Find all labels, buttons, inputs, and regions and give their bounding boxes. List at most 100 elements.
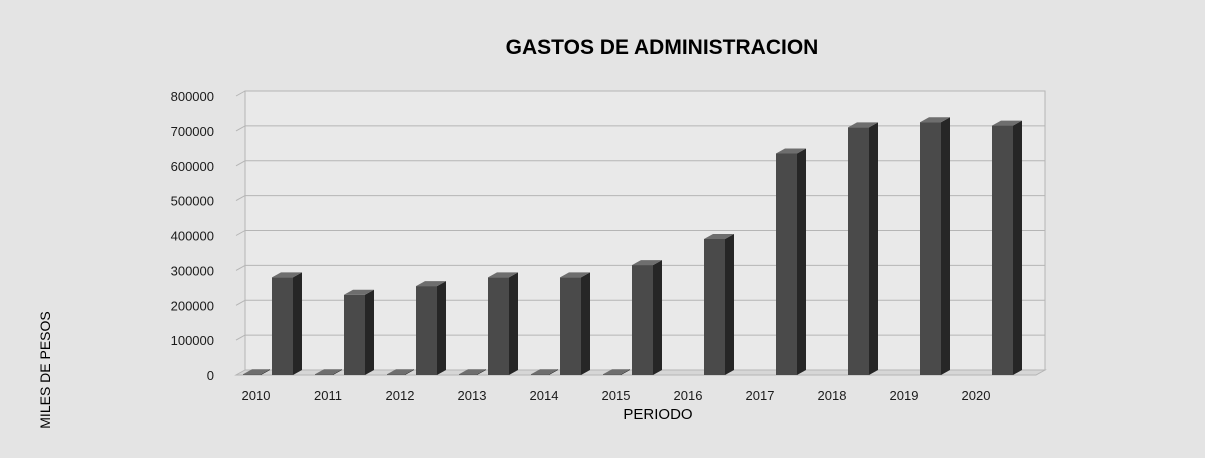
gridline-side [235,125,246,132]
y-tick-label: 500000 [171,194,214,209]
gridline-side [235,299,246,306]
bar-series1-2013 [459,369,486,375]
bar-side-face [437,281,446,375]
gridline-side [235,160,246,167]
bar-top-face [416,281,446,287]
bar-series2-2014 [560,272,590,375]
x-tick-label: 2015 [602,388,631,403]
bar-front-face [603,374,621,375]
bar-series2-2020 [992,120,1022,375]
bar-top-face [632,260,662,266]
bar-front-face [315,374,333,375]
y-tick-label: 0 [207,368,214,383]
bar-top-face [920,117,950,123]
x-tick-label: 2017 [746,388,775,403]
bar-side-face [365,289,374,375]
bar-top-face [459,369,486,375]
bar-front-face [488,277,509,375]
gridline-side [235,334,246,341]
bar-side-face [293,272,302,375]
bar-side-face [581,272,590,375]
bar-front-face [459,374,477,375]
bar-side-face [405,369,414,375]
bar-side-face [941,117,950,375]
bar-top-face [344,289,374,295]
bar-side-face [509,272,518,375]
bar-side-face [725,234,734,375]
bar-front-face [387,374,405,375]
bar-series2-2013 [488,272,518,375]
bar-top-face [603,369,630,375]
bar-side-face [549,369,558,375]
x-tick-label: 2014 [530,388,559,403]
x-tick-label: 2020 [962,388,991,403]
bar-front-face [992,125,1013,375]
x-tick-label: 2019 [890,388,919,403]
bar-front-face [416,286,437,375]
bar-top-face [531,369,558,375]
bar-series2-2012 [416,281,446,375]
bar-series2-2010 [272,272,302,375]
bar-side-face [1013,120,1022,375]
bar-front-face [632,265,653,375]
x-tick-label: 2012 [386,388,415,403]
bar-series2-2011 [344,289,374,375]
x-axis-label: PERIODO [623,406,692,423]
bar-top-face [272,272,302,278]
bar-side-face [333,369,342,375]
y-tick-label: 800000 [171,89,214,104]
bar-front-face [848,127,869,376]
x-tick-label: 2013 [458,388,487,403]
bar-top-face [387,369,414,375]
bar-series1-2010 [243,369,270,375]
y-tick-label: 400000 [171,229,214,244]
bar-front-face [243,374,261,375]
x-tick-label: 2018 [818,388,847,403]
bar-top-face [776,148,806,154]
bar-series2-2018 [848,122,878,376]
x-tick-label: 2011 [314,388,342,403]
y-tick-label: 600000 [171,159,214,174]
bar-series1-2014 [531,369,558,375]
y-axis-ticks: 0 100000 200000 300000 400000 500000 600000 700… [171,89,214,383]
bar-series2-2016 [704,234,734,375]
chart-title: GASTOS DE ADMINISTRACION [506,36,819,59]
y-tick-label: 300000 [171,263,214,278]
bar-front-face [531,374,549,375]
y-tick-label: 200000 [171,298,214,313]
y-axis-label: MILES DE PESOS [37,311,53,428]
bar-side-face [477,369,486,375]
bar-front-face [272,277,293,375]
gridline-side [235,195,246,202]
bar-front-face [560,277,581,375]
bar-series1-2015 [603,369,630,375]
bar-top-face [243,369,270,375]
bar-series2-2015 [632,260,662,375]
bar-series2-2019 [920,117,950,375]
y-tick-label: 700000 [171,124,214,139]
x-tick-label: 2016 [674,388,703,403]
bars [243,117,1022,376]
bar-series1-2012 [387,369,414,375]
gridline-side [235,264,246,271]
bar-front-face [704,239,725,375]
gridline-side [235,90,246,97]
gridlines [235,90,1045,341]
bar-top-face [560,272,590,278]
bar-top-face [488,272,518,278]
x-axis-ticks: 2010 2011 2012 2013 2014 2015 2016 2017 2018 2019… [242,388,991,403]
bar-top-face [315,369,342,375]
bar-side-face [621,369,630,375]
bar-front-face [776,153,797,375]
bar-top-face [704,234,734,239]
bar-side-face [797,148,806,375]
y-tick-label: 100000 [171,333,214,348]
bar-side-face [653,260,662,375]
bar-top-face [992,120,1022,126]
bar-series2-2017 [776,148,806,375]
bar-top-face [848,122,878,128]
gridline-side [235,230,246,236]
bar-side-face [261,369,270,375]
